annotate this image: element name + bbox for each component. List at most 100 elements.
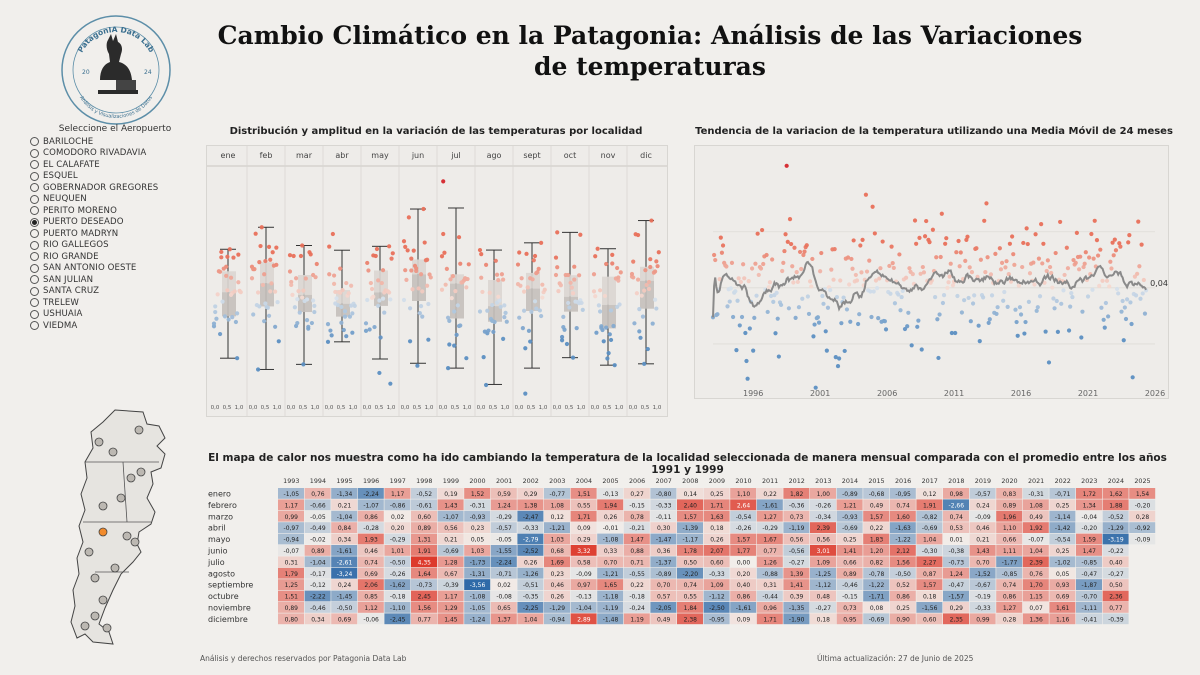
map-marker[interactable]	[108, 447, 118, 457]
data-point[interactable]	[328, 328, 333, 333]
heatmap-cell[interactable]	[969, 556, 996, 568]
map-marker[interactable]	[102, 623, 112, 633]
heatmap-cell[interactable]	[490, 556, 517, 568]
data-point[interactable]	[956, 238, 961, 244]
data-point[interactable]	[553, 255, 559, 260]
heatmap-cell[interactable]	[836, 602, 863, 613]
heatmap-cell[interactable]	[836, 488, 863, 499]
heatmap-cell[interactable]	[623, 499, 650, 511]
data-point[interactable]	[1077, 267, 1082, 272]
heatmap-cell[interactable]	[943, 602, 969, 613]
data-point[interactable]	[380, 268, 386, 273]
heatmap-cell[interactable]	[384, 545, 411, 556]
data-point[interactable]	[464, 356, 469, 361]
data-point[interactable]	[1058, 219, 1063, 225]
data-point[interactable]	[859, 270, 864, 275]
data-point[interactable]	[974, 246, 979, 251]
heatmap-cell[interactable]	[943, 499, 969, 511]
airport-option[interactable]: PUERTO DESEADO	[30, 217, 200, 229]
data-point[interactable]	[232, 289, 237, 294]
heatmap-cell[interactable]	[570, 613, 597, 625]
heatmap-cell[interactable]	[490, 522, 517, 533]
heatmap-cell[interactable]	[623, 602, 650, 613]
data-point[interactable]	[1007, 241, 1012, 246]
data-point[interactable]	[534, 306, 539, 311]
data-point[interactable]	[1044, 268, 1049, 274]
heatmap-cell[interactable]	[916, 533, 943, 545]
data-point[interactable]	[1020, 264, 1025, 270]
data-point[interactable]	[889, 244, 894, 249]
data-point[interactable]	[749, 266, 755, 271]
data-point[interactable]	[540, 282, 545, 287]
data-point[interactable]	[455, 303, 460, 308]
data-point[interactable]	[482, 329, 487, 334]
data-point[interactable]	[857, 312, 862, 317]
data-point[interactable]	[219, 255, 224, 260]
heatmap-cell[interactable]	[756, 545, 783, 556]
heatmap-cell[interactable]	[357, 533, 384, 545]
heatmap-cell[interactable]	[357, 556, 384, 568]
data-point[interactable]	[342, 309, 348, 314]
heatmap-cell[interactable]	[1049, 522, 1076, 533]
heatmap-cell[interactable]	[650, 488, 677, 499]
heatmap-cell[interactable]	[730, 590, 757, 602]
heatmap-cell[interactable]	[677, 522, 703, 533]
data-point[interactable]	[785, 239, 790, 244]
data-point[interactable]	[654, 306, 659, 311]
data-point[interactable]	[274, 245, 279, 250]
heatmap-cell[interactable]	[969, 545, 996, 556]
heatmap-cell[interactable]	[916, 510, 943, 522]
heatmap-cell[interactable]	[384, 556, 411, 568]
heatmap-cell[interactable]	[437, 590, 464, 602]
data-point[interactable]	[851, 238, 856, 243]
data-point[interactable]	[650, 321, 655, 326]
heatmap-cell[interactable]	[943, 545, 969, 556]
heatmap-cell[interactable]	[703, 510, 730, 522]
heatmap-cell[interactable]	[810, 579, 836, 590]
data-point[interactable]	[1080, 309, 1085, 314]
data-point[interactable]	[537, 308, 543, 313]
heatmap-cell[interactable]	[756, 556, 783, 568]
data-point[interactable]	[236, 252, 241, 257]
data-point[interactable]	[724, 264, 729, 269]
heatmap-cell[interactable]	[384, 533, 411, 545]
data-point[interactable]	[215, 292, 220, 297]
data-point[interactable]	[409, 256, 414, 261]
heatmap-cell[interactable]	[1049, 613, 1076, 625]
data-point[interactable]	[742, 276, 747, 281]
data-point[interactable]	[655, 264, 660, 269]
heatmap-cell[interactable]	[384, 522, 411, 533]
data-point[interactable]	[251, 267, 256, 272]
heatmap-cell[interactable]	[464, 613, 491, 625]
heatmap-cell[interactable]	[464, 533, 491, 545]
data-point[interactable]	[635, 277, 641, 282]
heatmap-cell[interactable]	[411, 499, 437, 511]
data-point[interactable]	[1045, 258, 1050, 263]
heatmap-cell[interactable]	[437, 533, 464, 545]
data-point[interactable]	[454, 332, 459, 337]
heatmap-cell[interactable]	[517, 613, 544, 625]
data-point[interactable]	[388, 381, 393, 386]
data-point[interactable]	[382, 310, 387, 315]
heatmap-cell[interactable]	[464, 488, 491, 499]
data-point[interactable]	[848, 319, 853, 324]
data-point[interactable]	[562, 327, 567, 332]
heatmap-cell[interactable]	[570, 579, 597, 590]
data-point[interactable]	[953, 330, 958, 336]
data-point[interactable]	[948, 261, 953, 266]
heatmap-cell[interactable]	[331, 590, 358, 602]
radio-button[interactable]	[30, 171, 39, 181]
data-point[interactable]	[369, 286, 375, 292]
data-point[interactable]	[365, 297, 370, 303]
data-point[interactable]	[1003, 265, 1008, 270]
data-point[interactable]	[950, 283, 956, 288]
data-point[interactable]	[1110, 240, 1115, 245]
data-point[interactable]	[713, 257, 718, 263]
heatmap-cell[interactable]	[650, 522, 677, 533]
data-point[interactable]	[301, 362, 306, 367]
data-point[interactable]	[415, 363, 420, 368]
data-point[interactable]	[972, 293, 977, 298]
data-point[interactable]	[832, 247, 837, 252]
data-point[interactable]	[340, 287, 345, 293]
heatmap-cell[interactable]	[916, 579, 943, 590]
